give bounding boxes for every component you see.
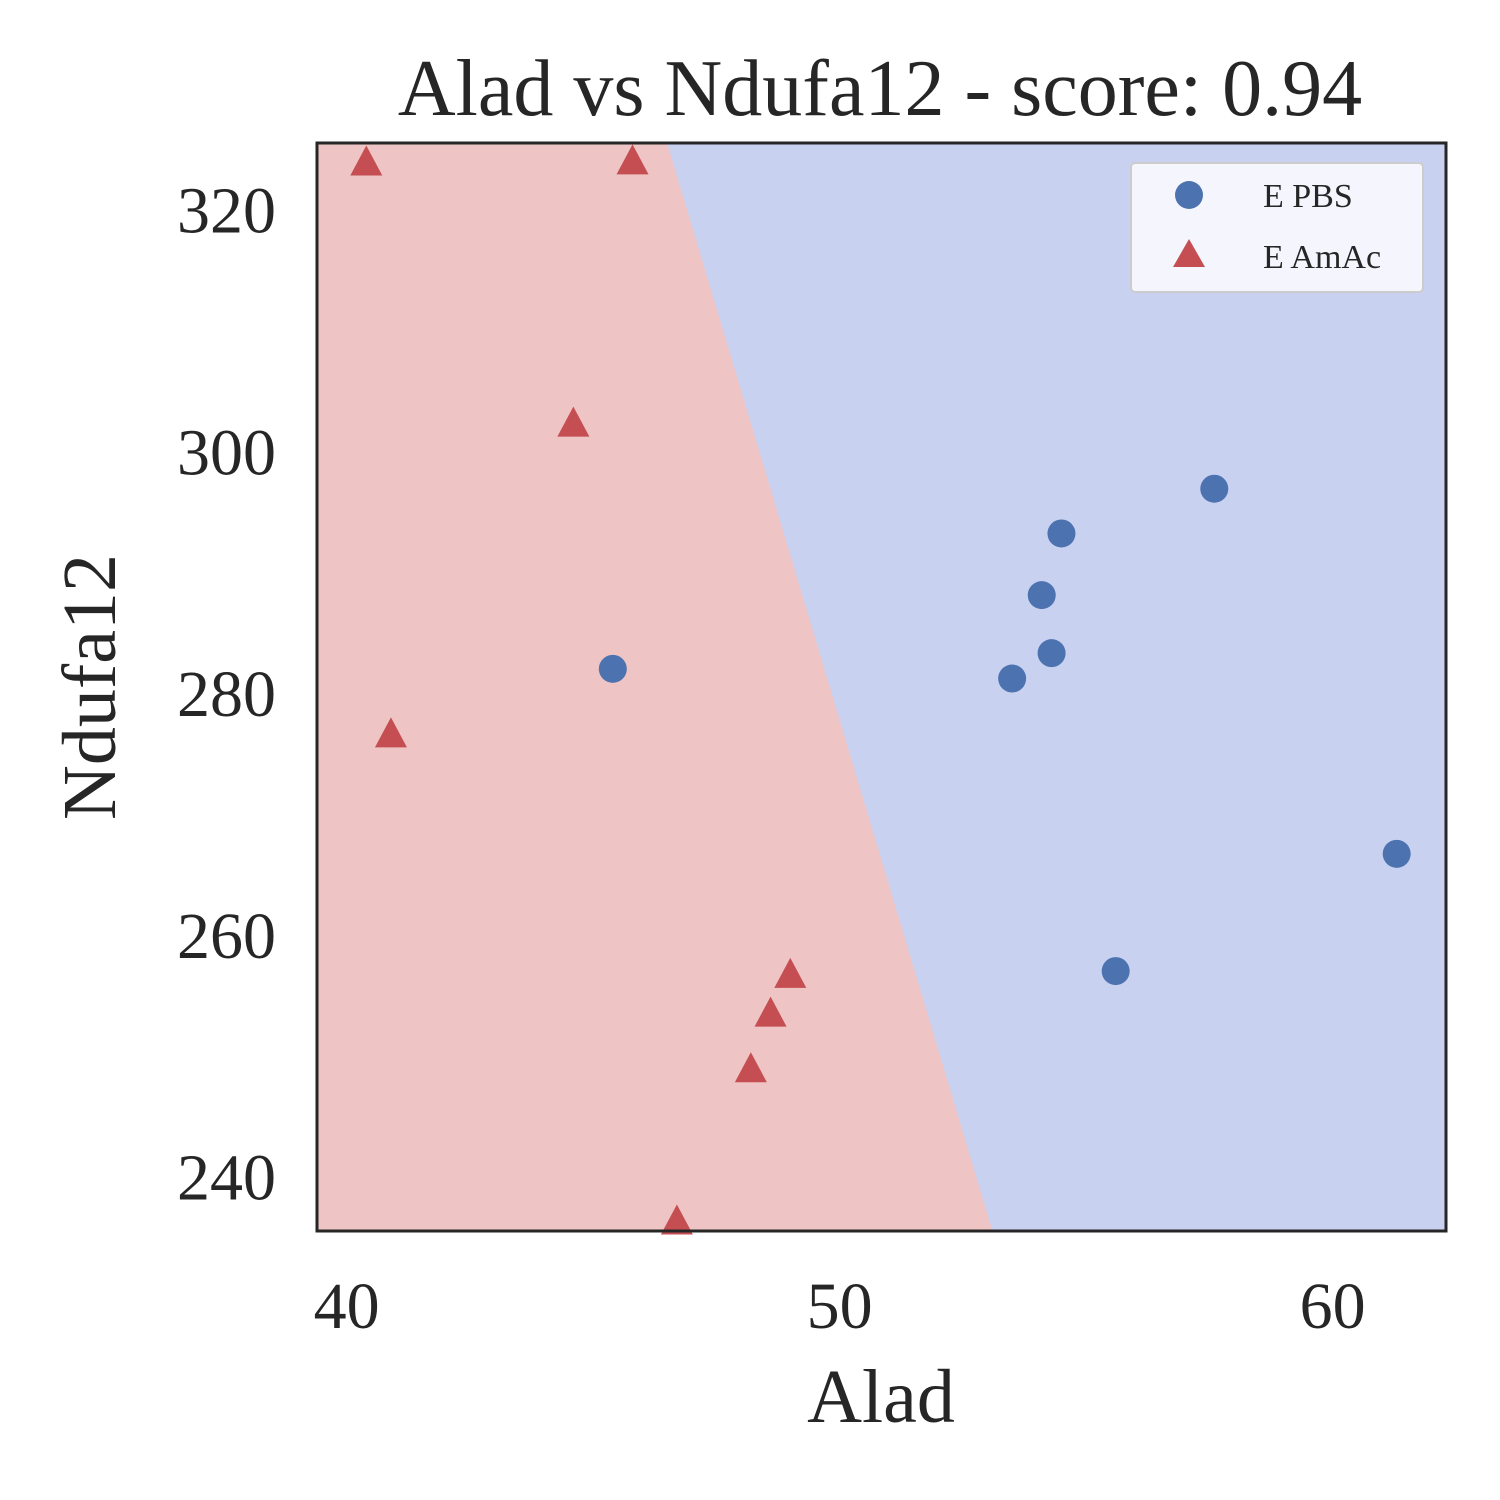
data-point-pbs bbox=[598, 654, 627, 683]
data-point-pbs bbox=[1101, 957, 1130, 986]
data-point-amac bbox=[374, 717, 407, 748]
x-tick-label: 40 bbox=[314, 1270, 380, 1343]
chart-title: Alad vs Ndufa12 - score: 0.94 bbox=[398, 45, 1362, 133]
data-point-amac bbox=[616, 144, 649, 175]
data-point-pbs bbox=[1037, 639, 1066, 668]
y-tick-label: 240 bbox=[177, 1142, 276, 1215]
legend-marker-amac bbox=[1173, 239, 1205, 267]
data-point-amac bbox=[774, 957, 807, 988]
x-tick-label: 50 bbox=[807, 1270, 873, 1343]
x-ticks: 40 50 60 bbox=[314, 1270, 1366, 1343]
data-point-pbs bbox=[1047, 519, 1076, 548]
y-tick-label: 260 bbox=[177, 900, 276, 973]
data-point-pbs bbox=[1382, 839, 1411, 868]
x-tick-label: 60 bbox=[1300, 1270, 1366, 1343]
data-point-amac bbox=[557, 406, 590, 437]
data-point-amac bbox=[660, 1204, 693, 1235]
plot-area bbox=[315, 141, 1448, 1235]
legend-label-pbs: E PBS bbox=[1263, 178, 1353, 215]
y-tick-label: 280 bbox=[177, 658, 276, 731]
legend-box bbox=[1130, 162, 1424, 293]
y-tick-label: 320 bbox=[177, 174, 276, 247]
data-point-pbs bbox=[1200, 474, 1229, 503]
data-point-amac bbox=[734, 1052, 767, 1083]
y-tick-label: 300 bbox=[177, 416, 276, 489]
points-layer bbox=[350, 144, 1411, 1235]
decision-region-amac bbox=[317, 143, 993, 1231]
y-axis-label: Ndufa12 bbox=[48, 554, 132, 820]
legend-marker-pbs bbox=[1175, 181, 1203, 209]
x-axis-label: Alad bbox=[807, 1355, 955, 1439]
legend-label-amac: E AmAc bbox=[1263, 239, 1381, 276]
plot-frame bbox=[315, 141, 1448, 1233]
data-point-pbs bbox=[1027, 581, 1056, 610]
data-point-pbs bbox=[998, 664, 1027, 693]
data-point-amac bbox=[350, 145, 383, 176]
data-point-amac bbox=[754, 996, 787, 1027]
legend: E PBS E AmAc bbox=[1130, 162, 1424, 293]
y-ticks: 240 260 280 300 320 bbox=[177, 174, 276, 1214]
